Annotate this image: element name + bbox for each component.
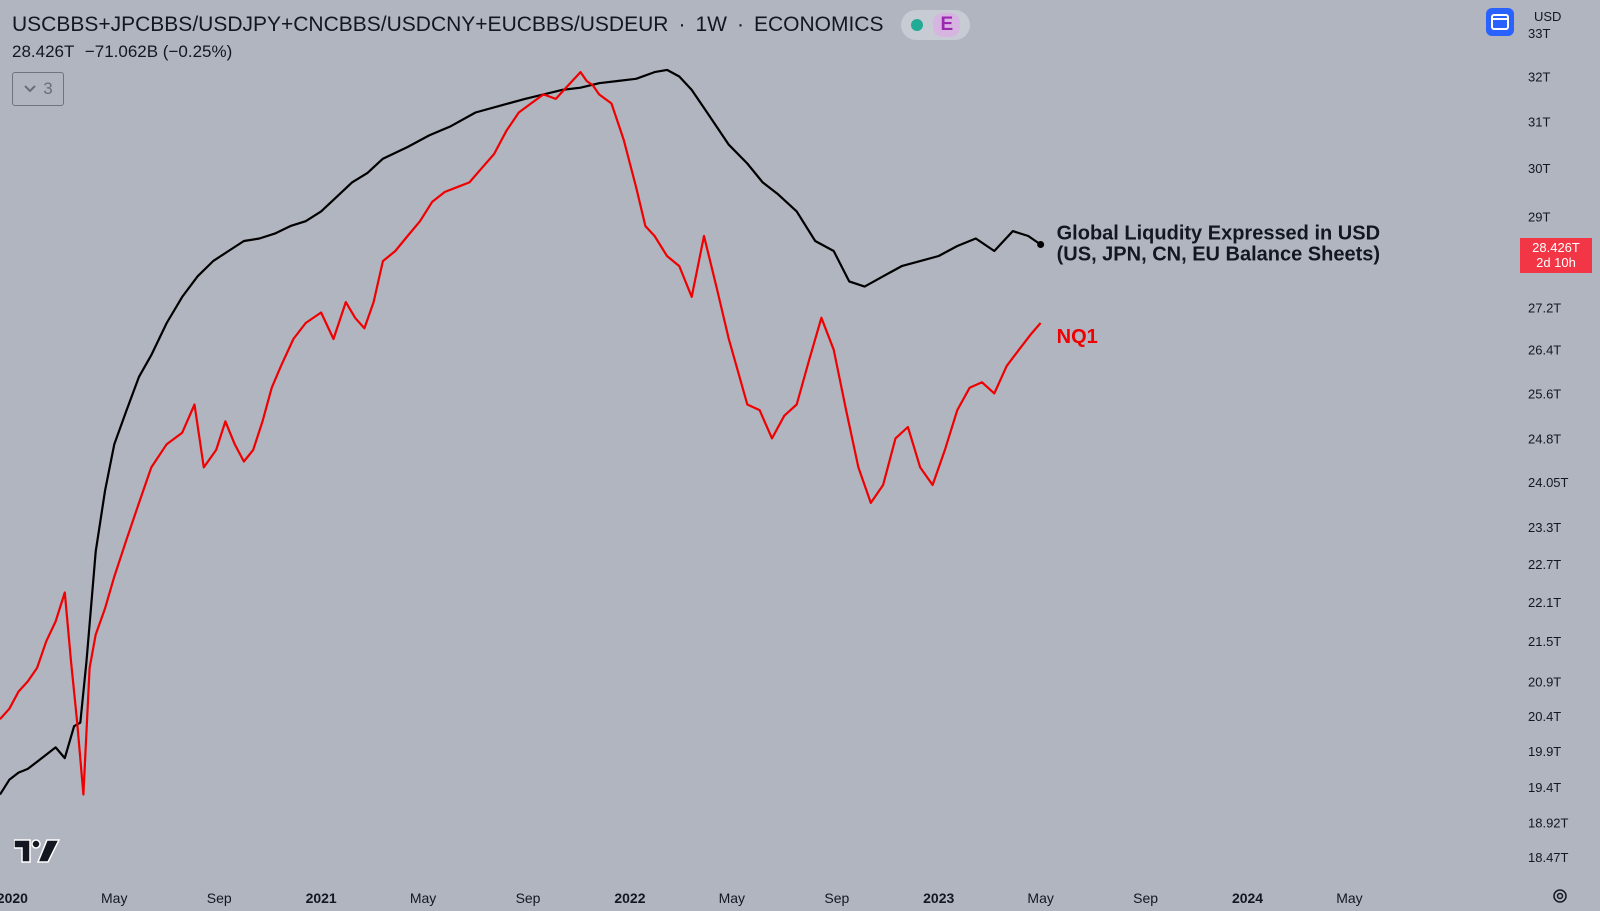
- series-labels: Global Liqudity Expressed in USD(US, JPN…: [1057, 222, 1380, 348]
- series-label: Global Liqudity Expressed in USD: [1057, 222, 1380, 244]
- x-tick-label: 2020: [0, 890, 28, 906]
- y-tick-label: 32T: [1528, 70, 1550, 85]
- time-axis[interactable]: 2020 May Sep 2021 May Sep 2022 May Sep 2023 May Sep…: [0, 890, 1363, 906]
- y-tick-label: 19.4T: [1528, 780, 1561, 795]
- series-label: (US, JPN, CN, EU Balance Sheets): [1057, 243, 1380, 265]
- y-tick-label: 19.9T: [1528, 744, 1561, 759]
- y-tick-label: 26.4T: [1528, 343, 1561, 358]
- indicator-count: 3: [43, 79, 53, 98]
- symbol-name[interactable]: USCBBS+JPCBBS/USDJPY+CNCBBS/USDCNY+EUCBB…: [12, 13, 669, 36]
- last-price-tag: 28.426T 2d 10h: [1520, 238, 1592, 273]
- x-tick-label: Sep: [516, 890, 541, 906]
- status-pill[interactable]: E: [901, 10, 971, 40]
- screenshot-icon[interactable]: [1486, 8, 1514, 36]
- x-tick-label: Sep: [1133, 890, 1158, 906]
- y-tick-label: 24.8T: [1528, 431, 1561, 446]
- header-separator: ·: [736, 13, 744, 36]
- price-tag-countdown: 2d 10h: [1536, 255, 1576, 270]
- y-tick-label: 20.4T: [1528, 709, 1561, 724]
- y-tick-label: 23.3T: [1528, 520, 1561, 535]
- price-axis[interactable]: 33T32T31T30T29T28T27.2T26.4T25.6T24.8T24…: [1528, 26, 1569, 865]
- collapse-indicators-button[interactable]: 3: [12, 72, 64, 106]
- y-tick-label: 33T: [1528, 26, 1550, 41]
- y-tick-label: 18.47T: [1528, 850, 1569, 865]
- x-tick-label: May: [1027, 890, 1053, 906]
- series-layer: [0, 68, 1045, 796]
- series-label: NQ1: [1057, 326, 1098, 348]
- y-tick-label: 22.7T: [1528, 557, 1561, 572]
- y-tick-label: 31T: [1528, 115, 1550, 130]
- x-tick-label: 2023: [923, 890, 954, 906]
- x-tick-label: May: [101, 890, 127, 906]
- x-tick-label: 2024: [1232, 890, 1263, 906]
- y-tick-label: 30T: [1528, 161, 1550, 176]
- change-value: −71.062B (−0.25%): [84, 42, 233, 61]
- y-tick-label: 29T: [1528, 209, 1550, 224]
- series-line-liquidity[interactable]: [0, 68, 1042, 796]
- source-label: ECONOMICS: [753, 13, 884, 36]
- series-line-nq1[interactable]: [0, 71, 1042, 796]
- header-separator: ·: [678, 13, 686, 36]
- x-tick-label: May: [719, 890, 745, 906]
- value-readout: 28.426T −71.062B (−0.25%): [12, 42, 232, 62]
- chart-header: USCBBS+JPCBBS/USDJPY+CNCBBS/USDCNY+EUCBB…: [12, 10, 971, 40]
- y-tick-label: 21.5T: [1528, 634, 1561, 649]
- x-tick-label: Sep: [824, 890, 849, 906]
- y-tick-label: 24.05T: [1528, 475, 1569, 490]
- earnings-badge[interactable]: E: [933, 13, 961, 37]
- x-tick-label: Sep: [207, 890, 232, 906]
- x-tick-label: May: [410, 890, 436, 906]
- y-tick-label: 18.92T: [1528, 816, 1569, 831]
- x-tick-label: 2021: [306, 890, 337, 906]
- currency-label[interactable]: USD: [1534, 9, 1562, 24]
- last-point-marker: [1037, 240, 1045, 248]
- price-tag-value: 28.426T: [1532, 240, 1580, 255]
- interval-label[interactable]: 1W: [695, 13, 727, 36]
- y-tick-label: 20.9T: [1528, 674, 1561, 689]
- x-tick-label: 2022: [614, 890, 645, 906]
- gear-icon[interactable]: [1550, 886, 1570, 911]
- last-value: 28.426T: [12, 42, 75, 61]
- y-tick-label: 22.1T: [1528, 595, 1561, 610]
- x-tick-label: May: [1336, 890, 1362, 906]
- chevron-down-icon: [23, 79, 37, 99]
- y-tick-label: 27.2T: [1528, 300, 1561, 315]
- y-tick-label: 25.6T: [1528, 386, 1561, 401]
- tradingview-logo-icon[interactable]: [13, 838, 61, 869]
- market-status-icon: [911, 19, 924, 31]
